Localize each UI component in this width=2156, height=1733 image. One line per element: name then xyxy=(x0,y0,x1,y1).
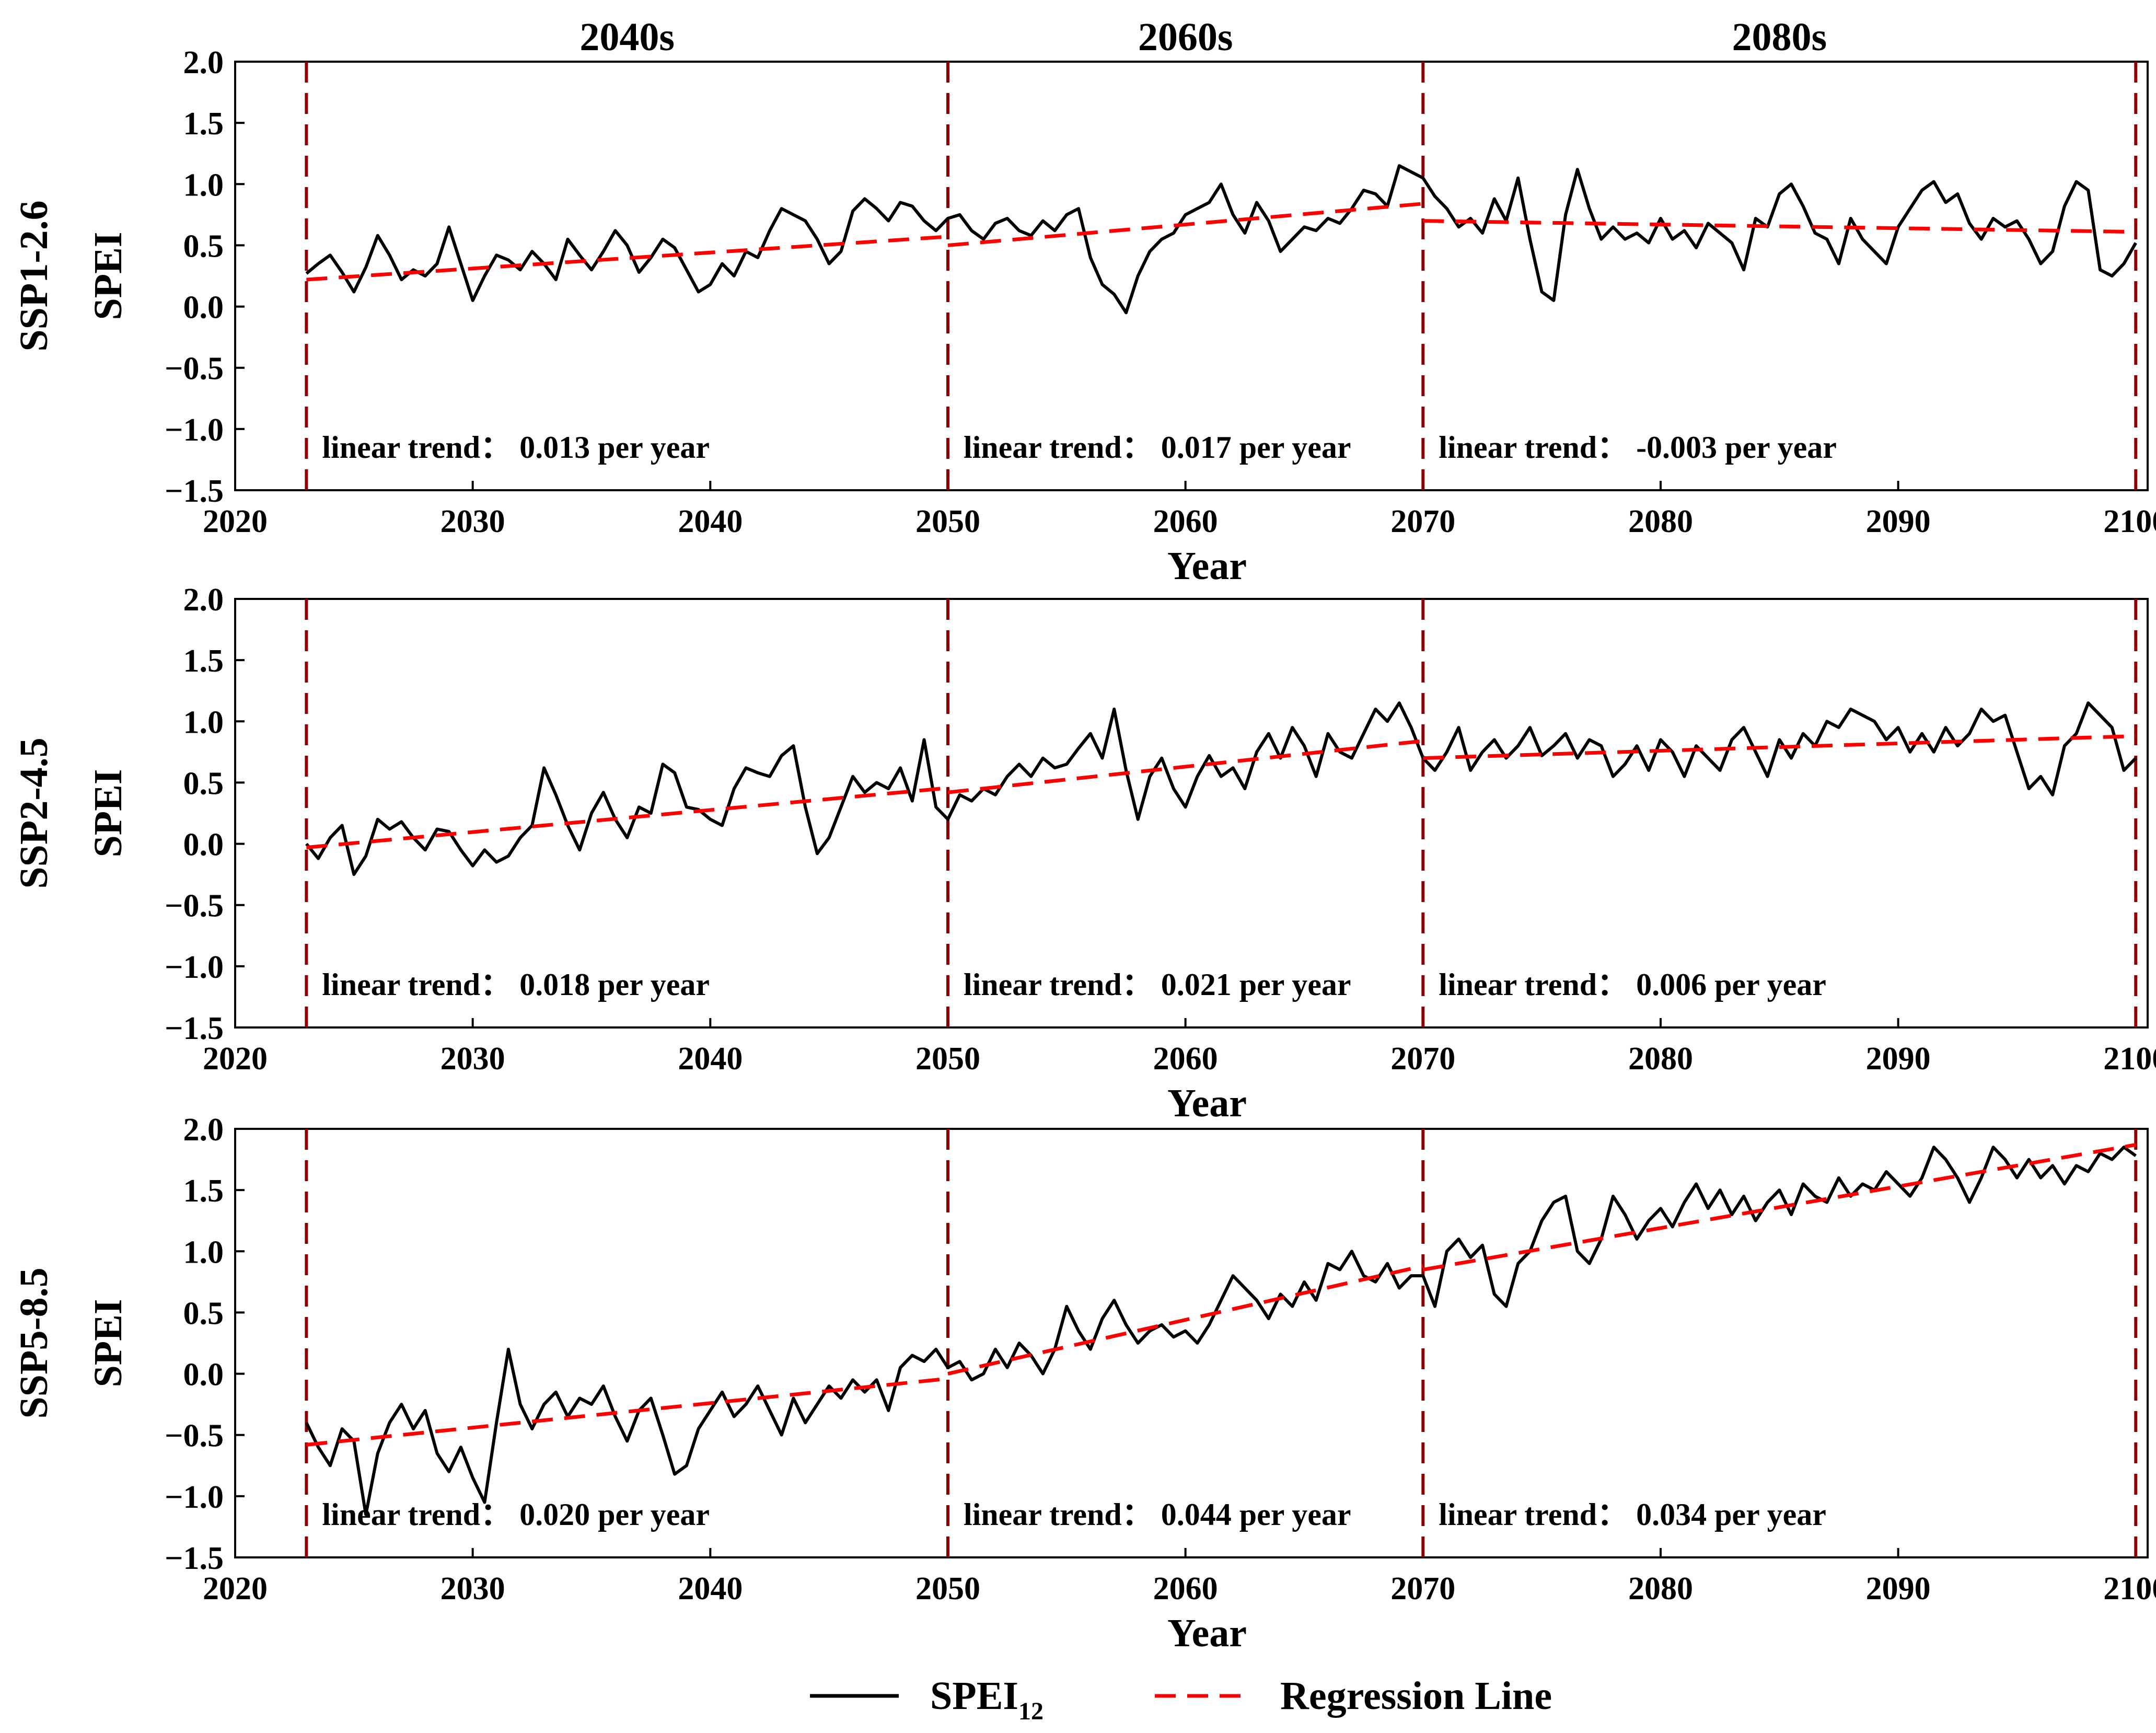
regression-line xyxy=(306,1377,948,1447)
trend-label: linear trend： 0.021 per year xyxy=(964,967,1351,1002)
legend-series-subscript: 12 xyxy=(1018,1697,1044,1725)
x-tick-label: 2040 xyxy=(678,1041,743,1077)
regression-line xyxy=(306,786,948,850)
trend-label: linear trend： 0.020 per year xyxy=(322,1497,710,1532)
x-tick-label: 2080 xyxy=(1628,504,1693,539)
trend-label: linear trend： 0.044 per year xyxy=(964,1497,1351,1532)
x-tick-label: 2030 xyxy=(441,504,505,539)
x-tick-label: 2050 xyxy=(915,504,980,539)
period-label: 2060s xyxy=(1138,15,1233,59)
x-tick-label: 2070 xyxy=(1390,1041,1455,1077)
y-tick-label: 1.5 xyxy=(183,1173,224,1209)
y-tick-label: 2.0 xyxy=(183,45,224,80)
x-tick-label: 2090 xyxy=(1866,1041,1931,1077)
y-tick-label: 2.0 xyxy=(183,582,224,618)
trend-label: linear trend： 0.013 per year xyxy=(322,430,710,465)
y-axis-title: SPEI xyxy=(86,1299,130,1388)
trend-label: linear trend： 0.017 per year xyxy=(964,430,1351,465)
y-tick-label: −1.5 xyxy=(165,1541,224,1576)
x-tick-label: 2070 xyxy=(1390,1571,1455,1607)
regression-line xyxy=(947,1264,1424,1376)
spei-series-line xyxy=(305,701,2137,876)
x-tick-label: 2040 xyxy=(678,504,743,539)
x-tick-label: 2090 xyxy=(1866,1571,1931,1607)
x-tick-label: 2050 xyxy=(915,1041,980,1077)
y-tick-label: 1.0 xyxy=(183,704,224,740)
x-tick-label: 2090 xyxy=(1866,504,1931,539)
x-tick-label: 2100 xyxy=(2103,1041,2156,1077)
x-axis-title: Year xyxy=(1167,1611,1247,1655)
trend-label: linear trend： -0.003 per year xyxy=(1439,430,1837,465)
x-tick-label: 2040 xyxy=(678,1571,743,1607)
legend: SPEI12 Regression Line xyxy=(810,1674,1552,1725)
y-tick-label: −0.5 xyxy=(165,1418,224,1454)
y-tick-label: 1.0 xyxy=(183,1234,224,1270)
scenario-label: SSP2-4.5 xyxy=(12,737,56,888)
y-tick-label: 0.0 xyxy=(183,1357,224,1393)
x-tick-label: 2100 xyxy=(2103,1571,2156,1607)
y-axis-title: SPEI xyxy=(86,769,130,858)
y-tick-label: −1.0 xyxy=(165,1480,224,1515)
x-tick-label: 2030 xyxy=(441,1571,505,1607)
y-tick-label: 0.5 xyxy=(183,1296,224,1331)
x-tick-label: 2060 xyxy=(1153,1571,1218,1607)
y-tick-label: 0.0 xyxy=(183,827,224,863)
x-tick-label: 2080 xyxy=(1628,1041,1693,1077)
x-tick-label: 2050 xyxy=(915,1571,980,1607)
y-axis-title: SPEI xyxy=(86,232,130,320)
scenario-label: SSP1-2.6 xyxy=(12,200,56,351)
x-axis-title: Year xyxy=(1167,544,1247,588)
regression-line xyxy=(947,202,1423,247)
x-tick-label: 2060 xyxy=(1153,1041,1218,1077)
spei-series-line xyxy=(305,164,2137,315)
x-tick-label: 2070 xyxy=(1390,504,1455,539)
x-tick-label: 2020 xyxy=(203,1041,268,1077)
period-label: 2040s xyxy=(579,15,675,59)
x-tick-label: 2060 xyxy=(1153,504,1218,539)
y-tick-label: −1.5 xyxy=(165,473,224,509)
y-tick-label: 2.0 xyxy=(183,1112,224,1148)
trend-label: linear trend： 0.006 per year xyxy=(1439,967,1826,1002)
y-tick-label: −1.0 xyxy=(165,412,224,448)
y-tick-label: −0.5 xyxy=(165,351,224,387)
y-tick-label: 0.5 xyxy=(183,228,224,264)
x-tick-label: 2020 xyxy=(203,1571,268,1607)
period-label: 2080s xyxy=(1732,15,1827,59)
y-tick-label: 0.5 xyxy=(183,766,224,801)
plot-frame xyxy=(234,598,2149,1029)
trend-label: linear trend： 0.034 per year xyxy=(1439,1497,1826,1532)
regression-line xyxy=(1423,734,2136,760)
y-tick-label: −1.0 xyxy=(165,950,224,985)
x-tick-label: 2080 xyxy=(1628,1571,1693,1607)
x-tick-label: 2100 xyxy=(2103,504,2156,539)
regression-line xyxy=(1423,219,2136,234)
y-tick-label: 1.0 xyxy=(183,167,224,203)
regression-line xyxy=(306,235,948,282)
legend-series-label: SPEI12 xyxy=(930,1674,1044,1725)
y-tick-label: 1.5 xyxy=(183,106,224,142)
x-tick-label: 2020 xyxy=(203,504,268,539)
y-tick-label: 1.5 xyxy=(183,643,224,679)
x-tick-label: 2030 xyxy=(441,1041,505,1077)
x-axis-title: Year xyxy=(1167,1081,1247,1125)
y-tick-label: 0.0 xyxy=(183,290,224,326)
plot-frame xyxy=(234,1128,2149,1558)
y-tick-label: −1.5 xyxy=(165,1011,224,1046)
legend-regression-label: Regression Line xyxy=(1280,1674,1552,1718)
spei-series-line xyxy=(305,1146,2137,1516)
y-tick-label: −0.5 xyxy=(165,888,224,924)
plot-frame xyxy=(234,61,2149,491)
regression-line xyxy=(947,739,1423,794)
regression-line xyxy=(1422,1143,2136,1272)
scenario-label: SSP5-8.5 xyxy=(12,1267,56,1418)
trend-label: linear trend： 0.018 per year xyxy=(322,967,710,1002)
